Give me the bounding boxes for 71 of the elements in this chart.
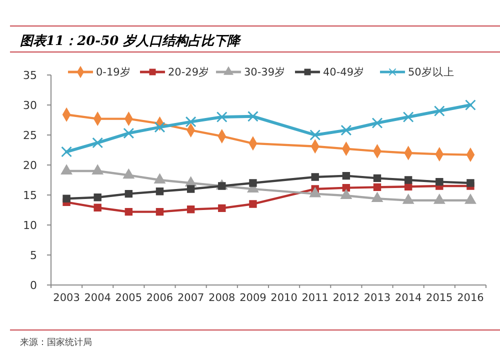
x-tick-label: 2007 <box>177 292 204 304</box>
point <box>154 174 166 184</box>
point <box>218 204 226 212</box>
x-tick-label: 2003 <box>53 292 80 304</box>
point <box>124 190 133 198</box>
x-tick-label: 2005 <box>115 292 142 304</box>
point <box>402 112 414 122</box>
point <box>185 116 196 128</box>
chart-title: 图表11：20-50 岁人口结构占比下降 <box>20 34 242 49</box>
point <box>464 194 476 204</box>
x-tick-label: 2006 <box>146 292 174 304</box>
x-tick-label: 2015 <box>426 292 453 304</box>
point <box>310 130 321 140</box>
point <box>340 189 352 200</box>
point <box>373 174 382 182</box>
y-tick-label: 5 <box>30 248 37 262</box>
x-tick-label: 2011 <box>302 292 328 304</box>
source-note: 来源：国家统计局 <box>20 337 92 348</box>
point <box>434 106 445 116</box>
point <box>372 118 383 128</box>
point <box>249 179 257 187</box>
y-tick-label: 25 <box>23 128 37 142</box>
point <box>249 200 257 208</box>
point <box>123 128 134 139</box>
legend-label: 20-29岁 <box>168 66 210 79</box>
point <box>466 179 474 187</box>
point <box>464 100 476 110</box>
point <box>154 122 166 133</box>
point <box>247 110 258 122</box>
x-tick-label: 2016 <box>457 292 484 304</box>
point <box>156 188 164 196</box>
legend-label: 50岁以上 <box>408 66 454 79</box>
point <box>124 208 133 216</box>
x-tick-label: 2008 <box>208 292 236 304</box>
point <box>311 173 319 181</box>
point <box>216 112 228 122</box>
point <box>186 185 195 193</box>
x-tick-label: 2013 <box>364 292 391 304</box>
point <box>156 208 164 216</box>
point <box>434 194 445 204</box>
x-tick-label: 2009 <box>240 292 266 304</box>
point <box>94 204 102 212</box>
point <box>340 124 352 136</box>
point <box>342 172 350 180</box>
x-tick-label: 2010 <box>270 292 298 304</box>
point <box>404 176 412 184</box>
point <box>372 192 383 202</box>
point <box>60 164 72 174</box>
x-tick-label: 2012 <box>332 292 360 304</box>
point <box>186 206 195 214</box>
point <box>436 178 444 186</box>
y-tick-label: 0 <box>30 278 37 292</box>
point <box>92 137 104 148</box>
x-tick-label: 2014 <box>394 292 422 304</box>
point <box>61 146 72 158</box>
legend-label: 30-39岁 <box>244 66 286 79</box>
point <box>310 187 321 198</box>
point <box>62 194 70 202</box>
y-tick-label: 20 <box>23 158 37 172</box>
legend-label: 0-19岁 <box>96 66 131 79</box>
legend-label: 40-49岁 <box>323 66 365 79</box>
y-tick-label: 35 <box>23 68 37 82</box>
point <box>123 168 134 179</box>
y-tick-label: 30 <box>23 98 37 112</box>
y-tick-label: 10 <box>23 218 37 232</box>
y-tick-label: 15 <box>23 188 37 202</box>
point <box>94 194 102 202</box>
point <box>92 164 104 174</box>
point <box>373 183 382 192</box>
x-tick-label: 2004 <box>84 292 112 304</box>
point <box>402 194 414 204</box>
